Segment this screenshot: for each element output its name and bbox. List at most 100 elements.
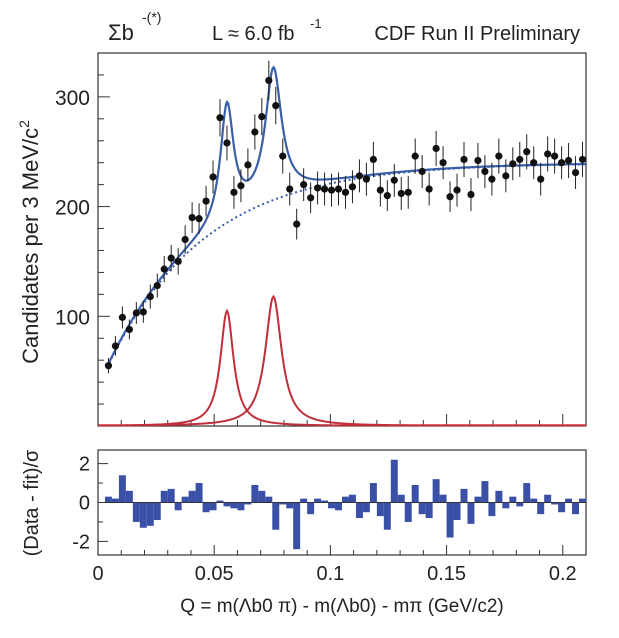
residual-y-ticks: -2 0 2 bbox=[72, 454, 108, 553]
residual-bar bbox=[502, 502, 510, 509]
residual-panel: -202 0 0.05 0.1 0.15 0.2 bbox=[72, 449, 587, 585]
data-point bbox=[188, 213, 196, 222]
data-point bbox=[125, 325, 133, 334]
residual-bar bbox=[362, 502, 370, 513]
residual-bar bbox=[376, 502, 384, 517]
data-point bbox=[202, 197, 210, 205]
residual-bar bbox=[328, 502, 336, 509]
residual-bar bbox=[551, 502, 559, 505]
residual-bar bbox=[153, 502, 161, 520]
title-left: Σb bbox=[108, 20, 134, 45]
data-point bbox=[551, 152, 559, 160]
residual-bar bbox=[425, 502, 433, 519]
data-point bbox=[523, 148, 531, 156]
data-point bbox=[578, 155, 587, 164]
main-y-label: Candidates per 3 MeV/c2 bbox=[16, 120, 43, 364]
title-left-symbol: Σb bbox=[108, 20, 134, 45]
lumi-sup: -1 bbox=[310, 16, 322, 31]
data-point bbox=[397, 189, 405, 198]
data-point bbox=[223, 139, 231, 147]
residual-bar bbox=[118, 475, 126, 503]
residual-bar bbox=[202, 502, 210, 513]
data-point bbox=[314, 184, 322, 192]
data-point bbox=[432, 144, 440, 153]
residual-bar bbox=[209, 502, 217, 511]
data-point bbox=[195, 215, 203, 223]
x-tick-label: 0.1 bbox=[316, 563, 344, 585]
title-left-sup: -(*) bbox=[142, 9, 161, 25]
residual-bar bbox=[516, 502, 524, 507]
data-point bbox=[467, 190, 475, 199]
residual-bar bbox=[509, 496, 517, 503]
residual-bar bbox=[474, 496, 482, 503]
data-point bbox=[237, 182, 245, 190]
main-panel: 100 200 300 bbox=[55, 52, 587, 427]
residual-bar bbox=[342, 496, 349, 503]
residual-bar bbox=[418, 502, 426, 515]
residual-bar bbox=[481, 481, 489, 503]
residual-bar bbox=[146, 502, 154, 526]
residual-bar bbox=[383, 502, 391, 530]
title-right: CDF Run II Preliminary bbox=[374, 23, 580, 45]
data-point bbox=[453, 186, 461, 194]
residual-bar bbox=[460, 488, 468, 503]
residual-bar bbox=[111, 498, 119, 503]
residual-bar bbox=[139, 502, 147, 528]
residual-bar bbox=[355, 502, 363, 519]
peak-2-curve bbox=[98, 294, 586, 427]
data-point bbox=[132, 309, 140, 317]
data-point bbox=[488, 175, 496, 183]
data-point bbox=[265, 76, 273, 85]
x-tick-label: 0.05 bbox=[195, 563, 234, 585]
residual-bar bbox=[488, 502, 496, 517]
data-point bbox=[446, 193, 454, 201]
residual-bar bbox=[195, 483, 203, 503]
x-tick-label: 0 bbox=[92, 563, 103, 585]
residual-bar bbox=[537, 502, 545, 515]
data-point bbox=[300, 181, 308, 189]
residual-bar bbox=[307, 502, 315, 515]
data-point bbox=[481, 167, 489, 176]
residual-bar bbox=[404, 502, 412, 522]
main-y-tick-label: 200 bbox=[55, 197, 90, 220]
residual-bar bbox=[314, 498, 322, 503]
data-point bbox=[111, 342, 120, 350]
residual-bar bbox=[293, 502, 301, 550]
data-point bbox=[362, 175, 370, 183]
residual-bar bbox=[272, 502, 280, 530]
residual-bar bbox=[544, 494, 552, 503]
data-point bbox=[139, 308, 147, 316]
data-point bbox=[571, 168, 580, 177]
data-point bbox=[104, 362, 113, 370]
data-point bbox=[307, 194, 315, 202]
data-point bbox=[516, 155, 524, 164]
data-point bbox=[425, 185, 433, 193]
main-y-tick-label: 100 bbox=[55, 306, 90, 329]
residual-bar bbox=[300, 498, 308, 503]
residual-bar bbox=[104, 496, 112, 503]
residual-bar bbox=[390, 459, 398, 503]
residual-bar bbox=[579, 498, 586, 503]
data-point bbox=[537, 175, 545, 183]
residual-y-tick-label: 2 bbox=[79, 454, 90, 476]
residual-bar bbox=[453, 502, 461, 520]
data-point bbox=[216, 114, 224, 122]
data-point bbox=[251, 128, 259, 136]
residual-bar bbox=[251, 485, 259, 503]
residual-bar bbox=[467, 502, 475, 524]
residual-bar bbox=[348, 494, 356, 503]
data-point bbox=[320, 185, 329, 193]
data-point bbox=[153, 281, 161, 290]
data-point bbox=[418, 167, 426, 176]
data-point bbox=[355, 172, 364, 180]
data-point bbox=[279, 152, 287, 160]
data-point bbox=[564, 156, 573, 165]
residual-bar bbox=[265, 496, 273, 503]
residual-bar bbox=[160, 490, 168, 503]
residual-y-tick-label: 0 bbox=[79, 493, 90, 515]
main-plot-frame bbox=[97, 52, 587, 427]
residual-bar bbox=[369, 483, 377, 503]
residual-x-ticks: 0 0.05 0.1 0.15 0.2 bbox=[92, 545, 587, 585]
